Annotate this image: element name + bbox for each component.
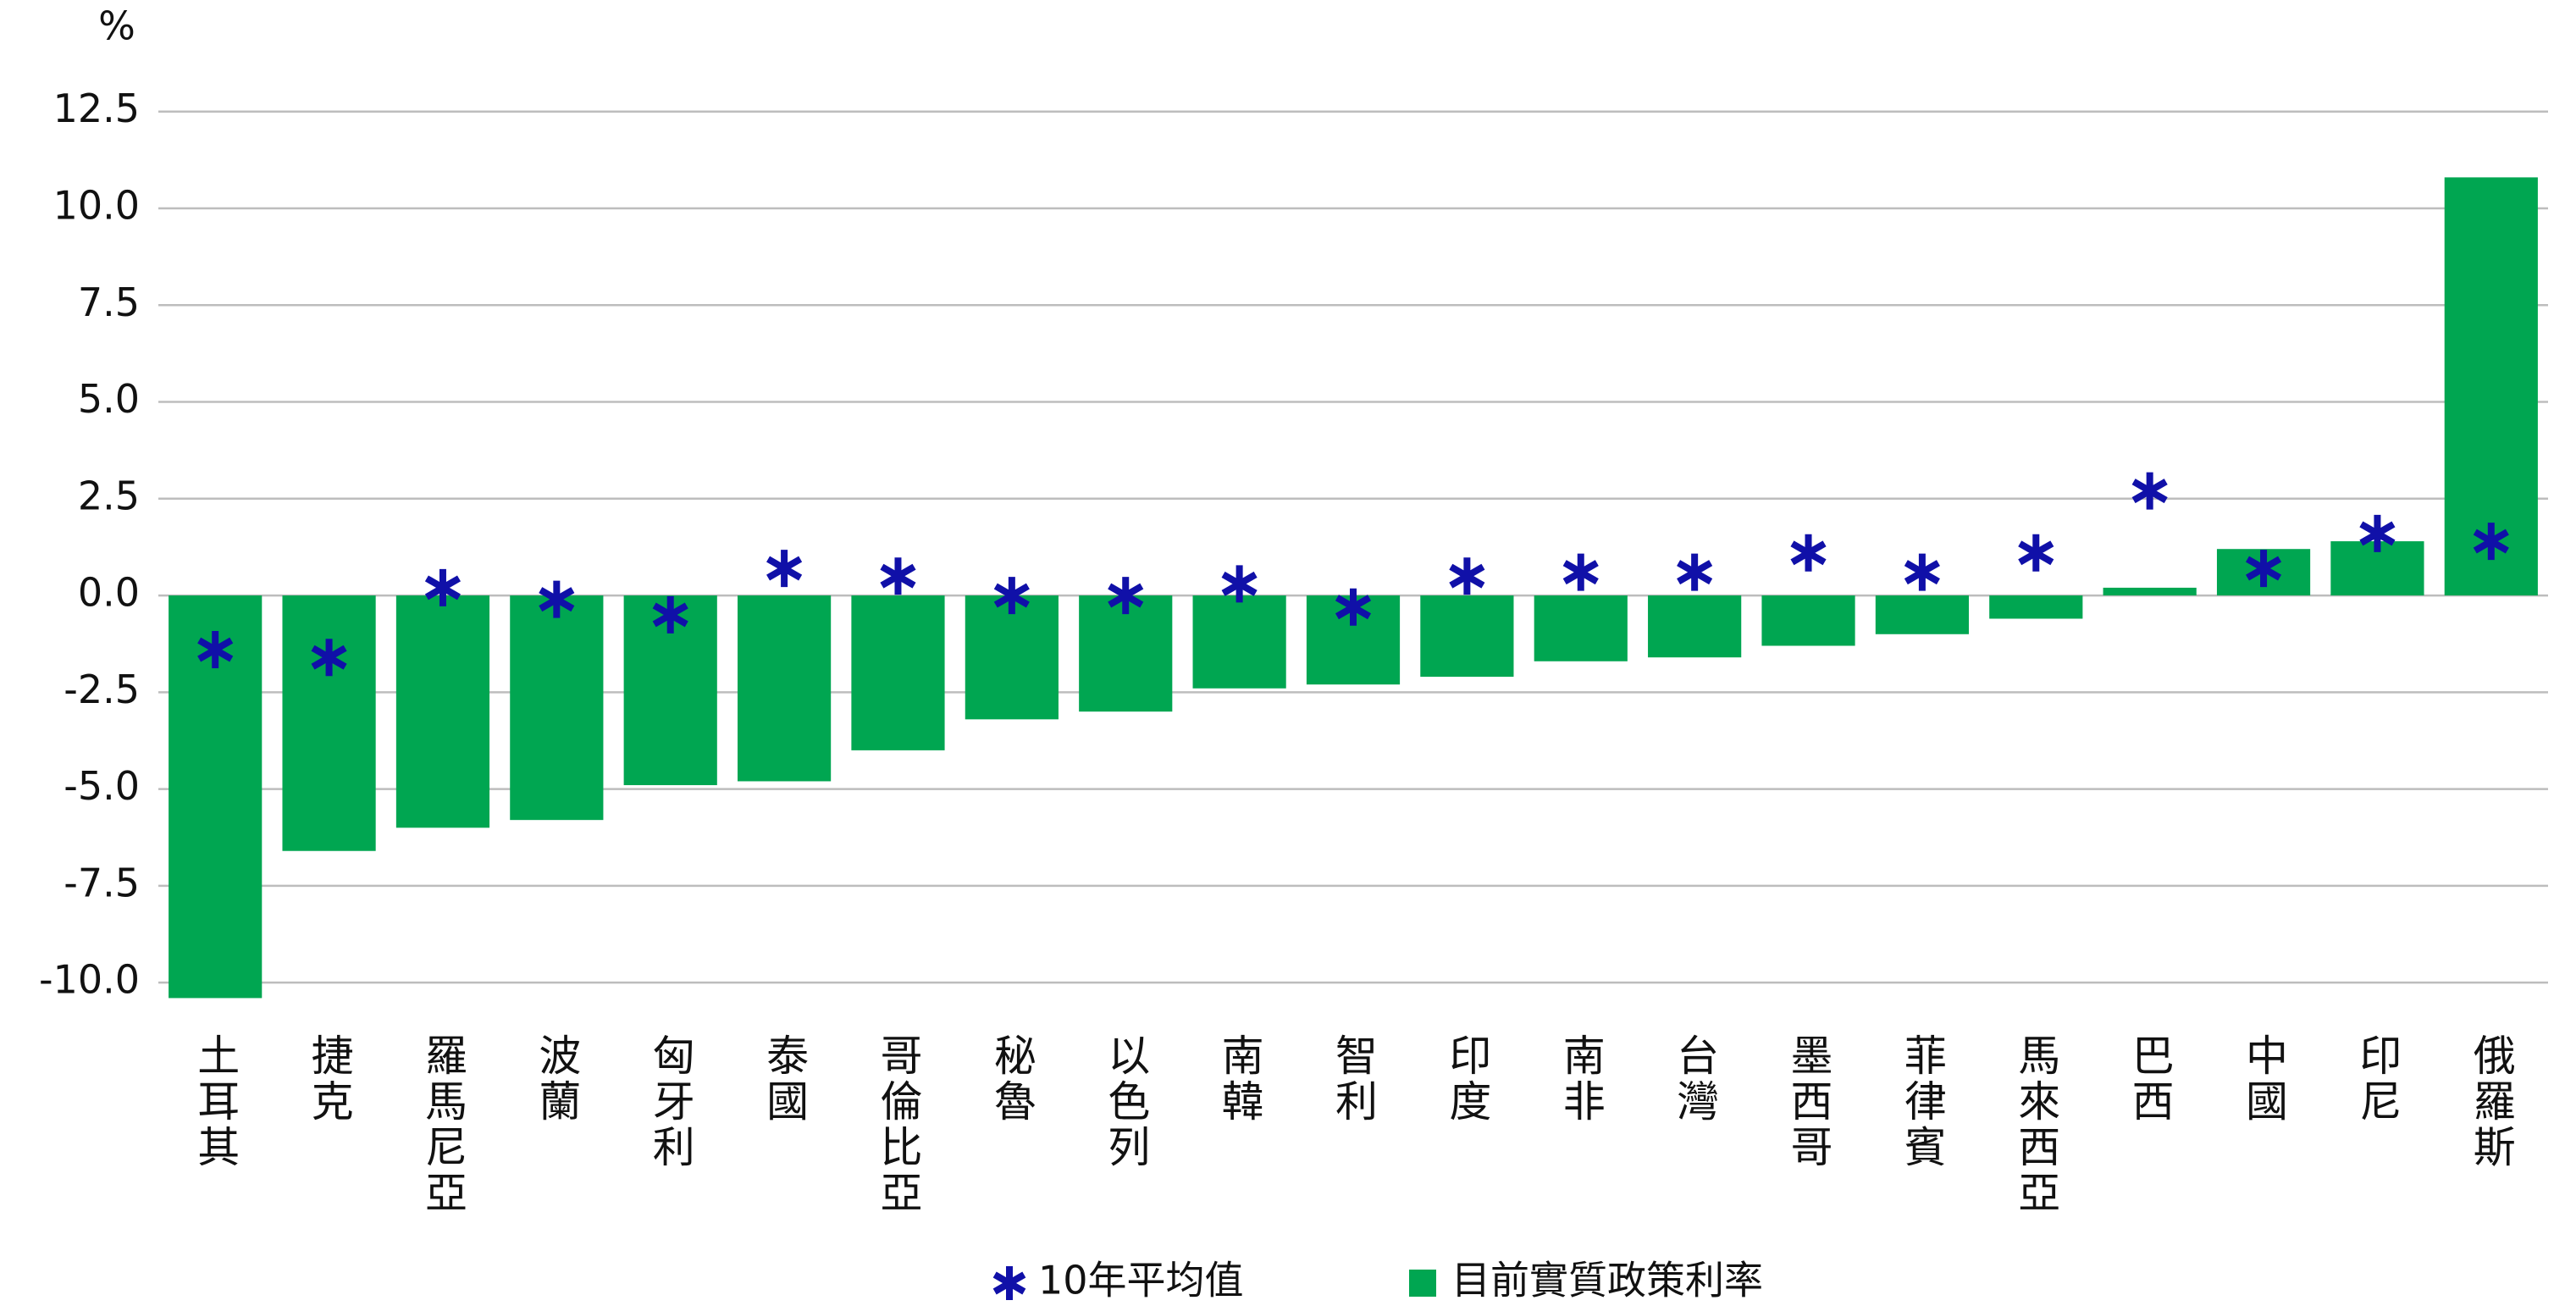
asterisk-marker (424, 568, 462, 606)
bar (1761, 595, 1855, 646)
x-tick-label: 泰國 (760, 1033, 809, 1125)
y-tick-label: 5.0 (78, 376, 140, 422)
legend-swatch (1409, 1270, 1436, 1297)
x-tick-label: 捷克 (305, 1033, 354, 1125)
bar (1534, 595, 1628, 661)
x-tick-label: 印尼 (2352, 1033, 2402, 1125)
x-tick-label: 匈牙利 (646, 1033, 695, 1170)
asterisk-marker (2131, 472, 2168, 510)
x-tick-label: 南韓 (1215, 1033, 1264, 1125)
asterisk-marker (1108, 577, 1144, 615)
asterisk-marker (1904, 553, 1940, 591)
legend-label: 10年平均值 (1038, 1258, 1244, 1303)
y-axis-unit: % (98, 3, 135, 49)
bar (1420, 595, 1514, 678)
asterisk-marker (880, 557, 916, 595)
x-tick-label: 哥倫比亞 (873, 1033, 922, 1216)
asterisk-marker (2018, 534, 2054, 572)
x-tick-label: 波蘭 (532, 1033, 581, 1125)
legend-swatch (992, 1266, 1026, 1300)
x-tick-label: 菲律賓 (1898, 1033, 1947, 1170)
y-tick-label: -5.0 (64, 763, 140, 809)
bar (395, 595, 490, 828)
x-tick-label: 中國 (2239, 1033, 2288, 1125)
x-tick-label: 巴西 (2125, 1033, 2175, 1125)
bar (2103, 587, 2197, 596)
bar (965, 595, 1059, 720)
asterisk-marker (1449, 557, 1485, 595)
asterisk-marker (1677, 553, 1713, 591)
y-tick-label: -7.5 (64, 860, 140, 905)
y-tick-label: 12.5 (53, 86, 140, 131)
x-tick-label: 秘魯 (987, 1033, 1036, 1125)
y-tick-label: 10.0 (53, 182, 140, 228)
asterisk-marker (1790, 534, 1827, 572)
x-tick-label: 墨西哥 (1784, 1033, 1833, 1170)
bar (1989, 595, 2083, 619)
legend-label: 目前實質政策利率 (1451, 1258, 1763, 1303)
x-tick-label: 印度 (1442, 1033, 1491, 1125)
asterisk-marker (311, 639, 347, 677)
asterisk-marker (993, 577, 1030, 615)
bar (282, 595, 376, 851)
y-tick-label: -10.0 (39, 957, 140, 1003)
asterisk-marker (2359, 514, 2396, 552)
bar (510, 595, 604, 821)
x-tick-label: 以色列 (1101, 1033, 1150, 1170)
bar (1079, 595, 1173, 712)
x-tick-label: 羅馬尼亞 (418, 1033, 467, 1216)
x-tick-label: 南非 (1556, 1033, 1606, 1125)
y-tick-label: 2.5 (78, 473, 140, 518)
asterisk-marker (1221, 565, 1258, 603)
bar (1875, 595, 1970, 634)
bar (1648, 595, 1742, 658)
x-tick-label: 智利 (1329, 1033, 1378, 1125)
asterisk-marker (2473, 523, 2509, 561)
y-tick-label: 0.0 (78, 570, 140, 616)
asterisk-marker (1335, 588, 1372, 626)
asterisk-marker (766, 550, 803, 588)
bar (851, 595, 945, 750)
x-tick-label: 馬來西亞 (2011, 1033, 2060, 1216)
x-tick-label: 台灣 (1670, 1033, 1719, 1125)
asterisk-marker (2245, 550, 2282, 588)
x-tick-label: 俄羅斯 (2467, 1033, 2516, 1170)
asterisk-marker (1562, 553, 1599, 591)
asterisk-marker (652, 595, 688, 634)
x-tick-label: 土耳其 (191, 1033, 240, 1170)
y-tick-label: -2.5 (64, 667, 140, 712)
y-tick-label: 7.5 (78, 279, 140, 325)
bar (737, 595, 832, 782)
asterisk-marker (539, 580, 575, 618)
asterisk-marker (197, 631, 234, 669)
bar (1192, 595, 1286, 689)
